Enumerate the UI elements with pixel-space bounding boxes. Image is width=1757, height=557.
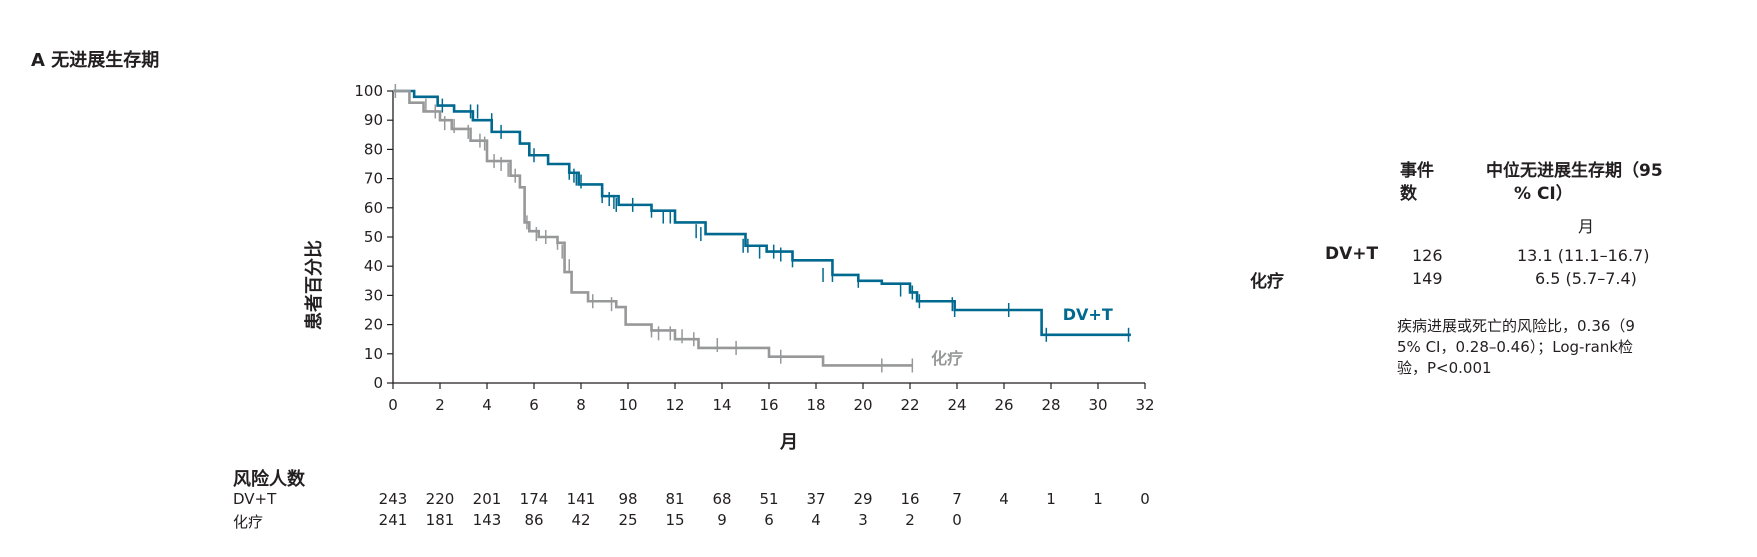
x-tick-label: 16 (759, 396, 778, 414)
x-tick-label: 4 (482, 396, 492, 414)
x-tick-label: 0 (388, 396, 398, 414)
risk-value: 1 (1093, 490, 1103, 508)
risk-value: 68 (712, 490, 732, 508)
x-axis-title: 月 (779, 432, 798, 453)
risk-value: 0 (952, 511, 962, 529)
risk-value: 25 (618, 511, 638, 529)
summary-median-chemo: 6.5 (5.7–7.4) (1535, 269, 1637, 288)
risk-value: 42 (571, 511, 591, 529)
x-tick-label: 12 (665, 396, 684, 414)
y-tick-label: 10 (364, 345, 383, 363)
panel-title: A 无进展生存期 (31, 50, 160, 71)
x-tick-label: 8 (576, 396, 586, 414)
y-tick-label: 100 (354, 82, 383, 100)
risk-value: 220 (425, 490, 455, 508)
x-tick-label: 14 (712, 396, 731, 414)
summary-label-chemo: 化疗 (1250, 272, 1284, 292)
summary-events-chemo: 149 (1412, 269, 1443, 288)
risk-value: 37 (806, 490, 826, 508)
y-tick-label: 70 (364, 170, 383, 188)
x-tick-label: 30 (1088, 396, 1107, 414)
col-median-line1: 中位无进展生存期（95 (1486, 161, 1663, 181)
series-layer: DV+T 化疗 (393, 84, 1131, 373)
risk-value: 141 (566, 490, 596, 508)
x-tick-label: 24 (947, 396, 966, 414)
x-tick-label: 20 (853, 396, 872, 414)
col-events-line1: 事件 (1400, 161, 1434, 181)
risk-row-label-dvt: DV+T (233, 490, 277, 508)
x-tick-label: 28 (1041, 396, 1060, 414)
x-tick-label: 26 (994, 396, 1013, 414)
risk-value: 181 (425, 511, 455, 529)
y-tick-label: 0 (373, 374, 383, 392)
y-tick-label: 60 (364, 199, 383, 217)
risk-value: 4 (811, 511, 821, 529)
x-tick-label: 6 (529, 396, 539, 414)
x-tick-label: 18 (806, 396, 825, 414)
risk-value: 1 (1046, 490, 1056, 508)
y-tick-label: 80 (364, 140, 383, 158)
risk-value: 9 (717, 511, 727, 529)
y-tick-label: 30 (364, 286, 383, 304)
risk-value: 15 (665, 511, 685, 529)
risk-value: 243 (378, 490, 408, 508)
y-tick-label: 40 (364, 257, 383, 275)
y-tick-label: 90 (364, 111, 383, 129)
risk-value: 16 (900, 490, 920, 508)
risk-value: 174 (519, 490, 549, 508)
series-label-chemo: 化疗 (931, 349, 963, 368)
summary-events-dvt: 126 (1412, 246, 1443, 265)
col-median-unit: 月 (1578, 217, 1595, 236)
x-tick-label: 10 (618, 396, 637, 414)
risk-row-label-chemo: 化疗 (233, 513, 264, 531)
risk-value: 86 (524, 511, 544, 529)
risk-value: 3 (858, 511, 868, 529)
series-label-dvt: DV+T (1063, 305, 1113, 324)
hazard-note-line1: 疾病进展或死亡的风险比，0.36（9 (1397, 317, 1635, 335)
y-axis-title: 患者百分比 (304, 240, 325, 330)
risk-value: 6 (764, 511, 774, 529)
risk-value: 0 (1140, 490, 1150, 508)
y-tick-label: 50 (364, 228, 383, 246)
series-line-dvt (393, 89, 1131, 337)
risk-value: 29 (853, 490, 873, 508)
risk-value: 81 (665, 490, 685, 508)
x-tick-label: 22 (900, 396, 919, 414)
risk-value: 2 (905, 511, 915, 529)
x-tick-label: 32 (1135, 396, 1154, 414)
series-line-chemo (393, 89, 913, 367)
x-tick-label: 2 (435, 396, 445, 414)
risk-value: 4 (999, 490, 1009, 508)
col-median-line2: % CI） (1514, 184, 1573, 204)
risk-value: 7 (952, 490, 962, 508)
risk-value: 241 (378, 511, 408, 529)
hazard-note-line3: 验，P<0.001 (1397, 359, 1492, 377)
summary-label-dvt: DV+T (1325, 244, 1379, 264)
risk-table-title: 风险人数 (233, 469, 305, 490)
risk-value: 201 (472, 490, 502, 508)
risk-value: 143 (472, 511, 502, 529)
risk-value: 51 (759, 490, 779, 508)
risk-value: 98 (618, 490, 638, 508)
y-tick-label: 20 (364, 316, 383, 334)
hazard-note-line2: 5% CI，0.28–0.46）；Log-rank检 (1397, 338, 1634, 356)
col-events-line2: 数 (1400, 184, 1417, 204)
summary-median-dvt: 13.1 (11.1–16.7) (1517, 246, 1650, 265)
